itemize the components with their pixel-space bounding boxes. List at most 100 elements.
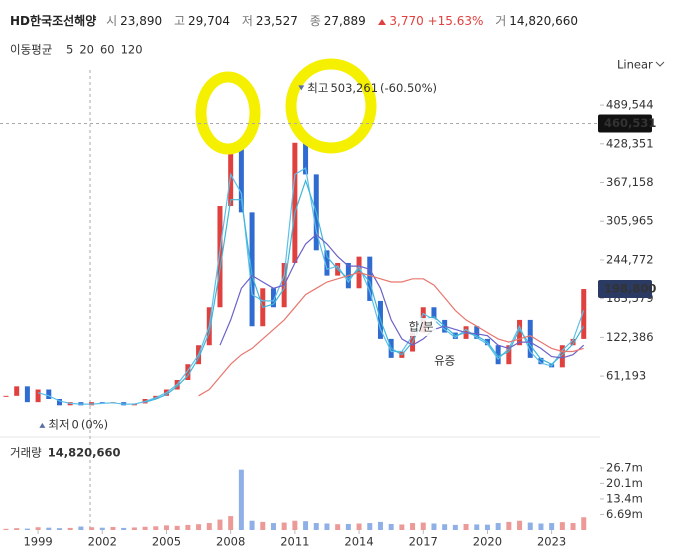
volume-bar [313, 523, 319, 530]
candle [217, 206, 223, 308]
volume-bar [121, 527, 127, 530]
volume-bar [196, 524, 202, 530]
last-price-box [598, 280, 652, 299]
candle [99, 402, 105, 404]
volume-bar [238, 469, 244, 530]
open: 23,890 [120, 14, 163, 28]
low-label: 저 [241, 14, 253, 28]
volume-bar [538, 523, 544, 530]
high: 29,704 [188, 14, 230, 28]
volume-bar [506, 521, 512, 530]
scale-mode[interactable]: Linear [617, 58, 653, 72]
volume-bar [517, 520, 523, 530]
volume-bar [549, 523, 555, 530]
volume-bar [410, 523, 416, 530]
volume-bar [185, 524, 191, 530]
volume-bar [484, 524, 490, 530]
volume-bar [260, 521, 266, 530]
candle [517, 319, 523, 346]
trough-value: 0 [72, 417, 79, 431]
event-box [406, 318, 437, 336]
volume-bar [89, 527, 95, 530]
y-tick-label: 61,193 [606, 369, 646, 383]
volume-bar [14, 528, 20, 530]
volume-bar [292, 520, 298, 530]
ma-line [37, 167, 585, 405]
peak-change: (-60.50%) [380, 81, 437, 95]
candle [506, 345, 512, 365]
volume-value: 14,820,660 [48, 446, 121, 460]
volume-bar [206, 523, 212, 530]
legend-entry: 60 [100, 43, 115, 57]
volume-bar [142, 526, 148, 530]
up-arrow [377, 18, 386, 25]
x-tick-label: 2020 [473, 535, 502, 549]
volume-bar [174, 525, 180, 530]
y-tick-label: 244,772 [606, 252, 654, 266]
volume-bar [495, 523, 501, 530]
candle [24, 386, 30, 403]
volume-bar [388, 523, 394, 530]
high-label: 고 [173, 14, 185, 28]
event-label: 유증 [434, 354, 455, 368]
candle [570, 338, 576, 346]
volume-bar [527, 522, 533, 530]
plot [3, 142, 587, 530]
x-tick-label: 2011 [280, 535, 309, 549]
candle [35, 389, 41, 403]
volume-bar [163, 525, 169, 530]
volume-bar [452, 524, 458, 530]
y-tick-label: 305,965 [606, 214, 654, 228]
volume-bar [35, 527, 41, 530]
y-tick-label: 428,351 [606, 136, 654, 150]
close-label: 종 [309, 14, 321, 28]
y-tick-label: 13.4m [606, 491, 643, 505]
volume-bar [431, 523, 437, 530]
ma-line [219, 233, 585, 359]
x-tick-label: 2008 [216, 535, 245, 549]
volume-bar [559, 522, 565, 530]
x-tick-label: 2002 [88, 535, 117, 549]
volume-bar [110, 526, 116, 530]
trough-text: 최저 [48, 417, 69, 431]
candle [56, 398, 62, 406]
candle [238, 149, 244, 213]
event-box [429, 352, 460, 370]
peak-value: 503,261 [330, 81, 378, 95]
ma-line [198, 271, 584, 397]
candle [14, 386, 20, 396]
stock-name: HD한국조선해양 [10, 14, 97, 28]
volume-bar [46, 527, 52, 530]
trough-change: (0%) [81, 417, 108, 431]
volume-bar [463, 523, 469, 530]
open-label: 시 [106, 14, 118, 28]
candle [367, 256, 373, 301]
highlight-circle [285, 58, 377, 154]
x-tick-label: 1999 [23, 535, 52, 549]
y-tick-label: 20.1m [606, 476, 643, 490]
volume-bar [24, 528, 30, 530]
volume-bar [67, 527, 73, 530]
volume-bar [399, 524, 405, 530]
volume-bar [3, 528, 9, 530]
volume-bar [99, 527, 105, 530]
volume-bar [78, 526, 84, 530]
volume: 14,820,660 [509, 14, 578, 28]
volume-bar [56, 528, 62, 530]
volume-bar [570, 523, 576, 530]
crosshair-label: 460,531 [604, 116, 656, 130]
volume-label: 거 [495, 14, 507, 28]
last-price-label: 198,800 [604, 282, 656, 296]
candle [249, 212, 255, 327]
legend-entry: 120 [121, 43, 143, 57]
x-tick-label: 2017 [409, 535, 438, 549]
legend-entry: 20 [79, 43, 94, 57]
volume-bar [281, 522, 287, 530]
candle [292, 142, 298, 263]
x-tick-label: 2014 [344, 535, 373, 549]
volume-bar [367, 523, 373, 530]
candle [185, 364, 191, 381]
change: 3,770 [389, 14, 424, 28]
volume-bar [474, 524, 480, 530]
